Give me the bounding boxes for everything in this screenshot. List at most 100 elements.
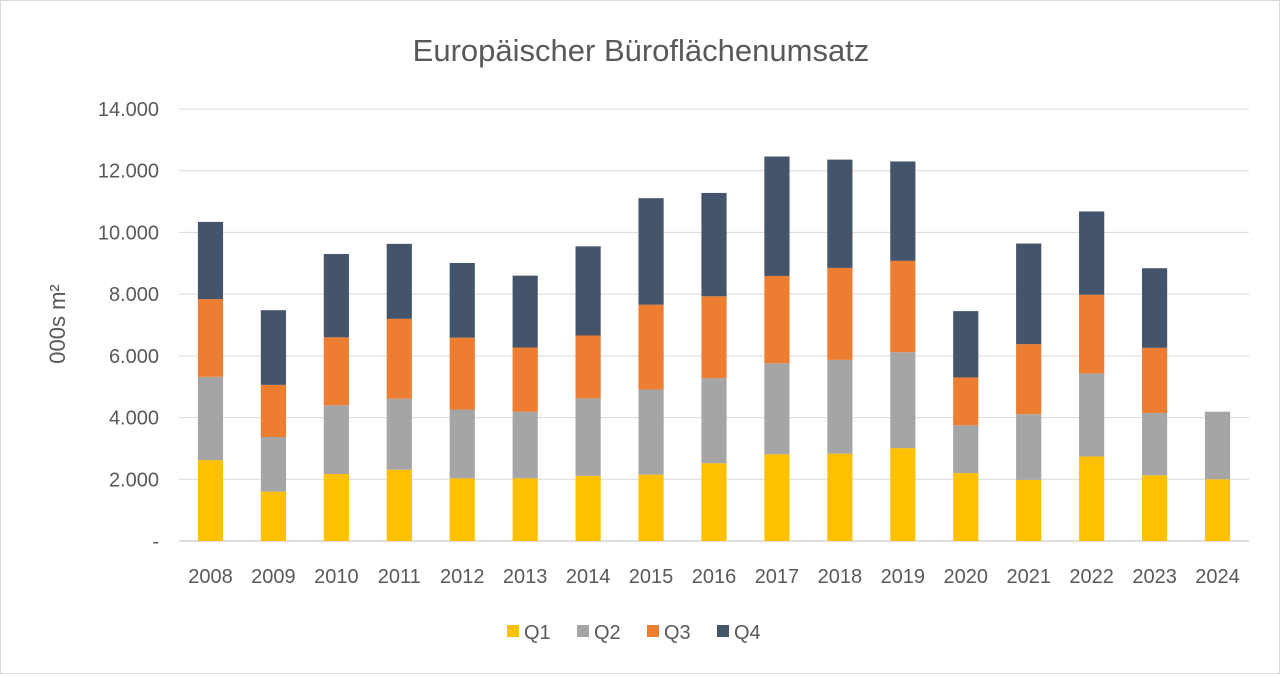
bar-2014-q2: [575, 398, 601, 476]
bar-2018-q1: [827, 453, 853, 541]
bar-2008-q3: [197, 299, 224, 377]
bar-2017-q4: [764, 156, 790, 276]
y-tick-label: 12.000: [98, 161, 159, 183]
bar-2012-q2: [449, 409, 475, 479]
bar-2011-q4: [386, 243, 412, 319]
bar-2024-q1: [1204, 479, 1231, 541]
bar-2009-q1: [260, 491, 286, 541]
bar-2013-q3: [512, 347, 538, 412]
bar-stack-2022: [1079, 211, 1105, 541]
bar-2015-q1: [638, 474, 664, 541]
bar-stack-2020: [953, 311, 979, 541]
bar-stack-2015: [638, 198, 664, 541]
x-tick-label: 2018: [818, 566, 863, 588]
legend-label: Q3: [664, 622, 691, 644]
bar-2019-q2: [890, 352, 916, 449]
bar-2022-q4: [1079, 211, 1105, 295]
y-tick-label: 14.000: [98, 99, 159, 121]
y-tick-label: 2.000: [109, 469, 159, 491]
legend-item-q4: Q4: [717, 622, 761, 644]
x-tick-label: 2016: [692, 566, 737, 588]
bar-2020-q1: [953, 473, 979, 541]
x-tick-label: 2011: [378, 566, 421, 588]
bar-2009-q2: [260, 437, 286, 492]
x-tick-label: 2020: [944, 566, 989, 588]
bars: [197, 156, 1231, 541]
bar-2008-q2: [197, 376, 224, 461]
bar-stack-2011: [386, 243, 412, 541]
bar-2021-q4: [1016, 243, 1042, 345]
bar-stack-2013: [512, 275, 538, 541]
chart-title: Europäischer Büroflächenumsatz: [413, 33, 870, 68]
bar-2012-q1: [449, 478, 475, 541]
bar-2021-q3: [1016, 344, 1042, 415]
bar-2020-q2: [953, 425, 979, 474]
bar-2017-q3: [764, 275, 790, 364]
bar-2009-q3: [260, 384, 286, 438]
bar-2012-q3: [449, 337, 475, 410]
bar-2008-q1: [197, 460, 224, 541]
legend-item-q2: Q2: [577, 622, 621, 644]
bar-2019-q3: [890, 260, 916, 353]
bar-2016-q2: [701, 378, 727, 464]
legend: Q1 Q2 Q3 Q4: [507, 622, 761, 644]
bar-2013-q1: [512, 478, 538, 541]
bar-2014-q1: [575, 475, 601, 541]
bar-2023-q2: [1142, 412, 1168, 476]
x-tick-label: 2021: [1006, 566, 1051, 588]
bar-2022-q2: [1079, 373, 1105, 457]
legend-item-q3: Q3: [647, 622, 691, 644]
bar-2018-q3: [827, 267, 853, 360]
bar-2019-q1: [890, 448, 916, 541]
x-tick-label: 2015: [629, 566, 674, 588]
bar-2018-q2: [827, 359, 853, 454]
legend-swatch: [577, 625, 589, 637]
bar-stack-2021: [1016, 243, 1042, 541]
bar-2023-q1: [1142, 475, 1168, 541]
x-tick-label: 2009: [251, 566, 296, 588]
bar-2018-q4: [827, 159, 853, 268]
bar-2016-q3: [701, 296, 727, 379]
x-tick-label: 2023: [1132, 566, 1177, 588]
bar-stack-2017: [764, 156, 790, 541]
y-tick-label: -: [152, 531, 159, 553]
bar-2017-q1: [764, 454, 790, 541]
bar-2024-q2: [1204, 411, 1231, 480]
y-tick-label: 10.000: [98, 222, 159, 244]
bar-2013-q4: [512, 275, 538, 348]
bar-2022-q3: [1079, 294, 1105, 374]
bar-2015-q4: [638, 198, 664, 305]
bar-2010-q3: [323, 337, 349, 406]
y-axis-ticks: - 2.000 4.000 6.000 8.000 10.000 12.000 14.000: [98, 99, 159, 553]
legend-swatch: [507, 625, 519, 637]
x-tick-label: 2024: [1195, 566, 1240, 588]
x-tick-label: 2019: [881, 566, 926, 588]
bar-2009-q4: [260, 310, 286, 385]
bar-2015-q2: [638, 389, 664, 475]
bar-2012-q4: [449, 262, 475, 338]
bar-stack-2009: [260, 310, 286, 541]
legend-label: Q2: [594, 622, 621, 644]
bar-2014-q4: [575, 246, 601, 336]
bar-2017-q2: [764, 363, 790, 455]
bar-2020-q4: [953, 311, 979, 378]
bar-2022-q1: [1079, 456, 1105, 541]
bar-stack-2010: [323, 254, 349, 541]
bar-2008-q4: [197, 221, 224, 300]
bar-2016-q1: [701, 463, 727, 541]
bar-2021-q1: [1016, 479, 1042, 541]
bar-2010-q1: [323, 474, 349, 541]
x-tick-label: 2014: [566, 566, 611, 588]
x-tick-label: 2010: [314, 566, 359, 588]
bar-stack-2023: [1142, 268, 1168, 541]
legend-swatch: [717, 625, 729, 637]
bar-2020-q3: [953, 377, 979, 426]
bar-2021-q2: [1016, 414, 1042, 480]
x-tick-label: 2008: [188, 566, 233, 588]
bar-2011-q1: [386, 469, 412, 541]
bar-stack-2012: [449, 262, 475, 541]
x-tick-label: 2022: [1069, 566, 1114, 588]
bar-2016-q4: [701, 192, 727, 297]
